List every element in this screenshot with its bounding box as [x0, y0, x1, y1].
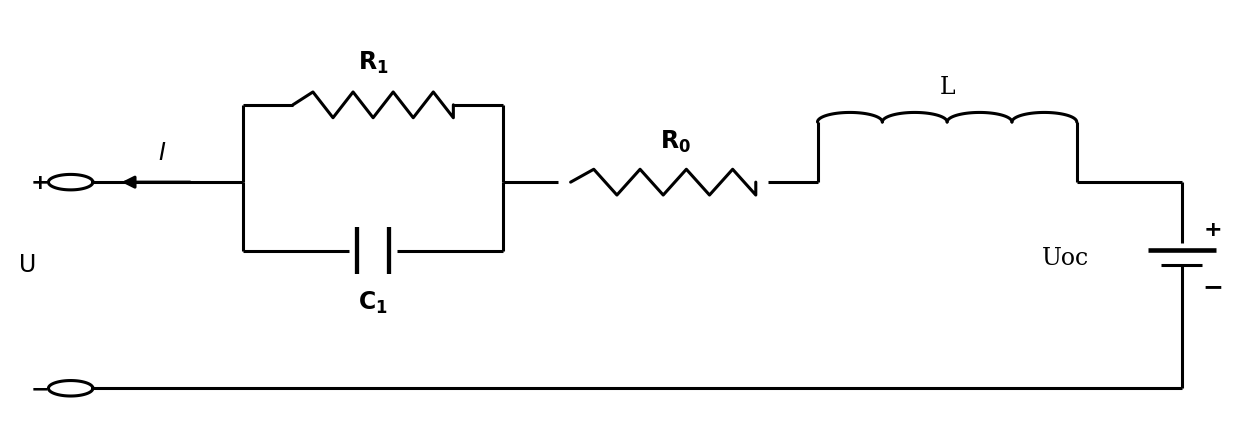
- Text: L: L: [940, 76, 955, 99]
- Text: $\mathbf{C_1}$: $\mathbf{C_1}$: [358, 289, 388, 316]
- Text: Uoc: Uoc: [1042, 247, 1089, 270]
- Text: +: +: [1203, 219, 1221, 239]
- Text: −: −: [31, 378, 50, 398]
- Text: U: U: [19, 252, 36, 276]
- Text: $\mathbf{R_1}$: $\mathbf{R_1}$: [358, 49, 388, 76]
- Text: −: −: [1202, 275, 1223, 299]
- Text: +: +: [31, 173, 50, 193]
- Text: $\mathbf{R_0}$: $\mathbf{R_0}$: [660, 129, 691, 155]
- Text: I: I: [159, 141, 165, 165]
